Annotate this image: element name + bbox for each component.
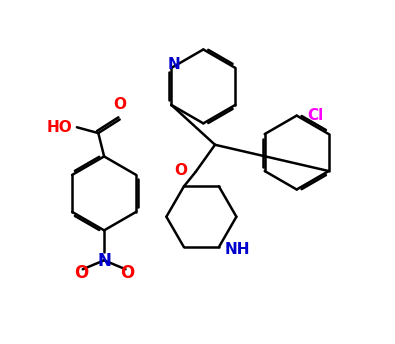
Text: O: O bbox=[113, 97, 126, 112]
Text: O: O bbox=[74, 264, 88, 282]
Text: Cl: Cl bbox=[308, 108, 324, 123]
Text: O: O bbox=[120, 264, 135, 282]
Text: N: N bbox=[97, 252, 111, 270]
Text: N: N bbox=[168, 57, 181, 72]
Text: HO: HO bbox=[47, 120, 72, 135]
Text: O: O bbox=[174, 163, 187, 178]
Text: NH: NH bbox=[225, 241, 250, 257]
